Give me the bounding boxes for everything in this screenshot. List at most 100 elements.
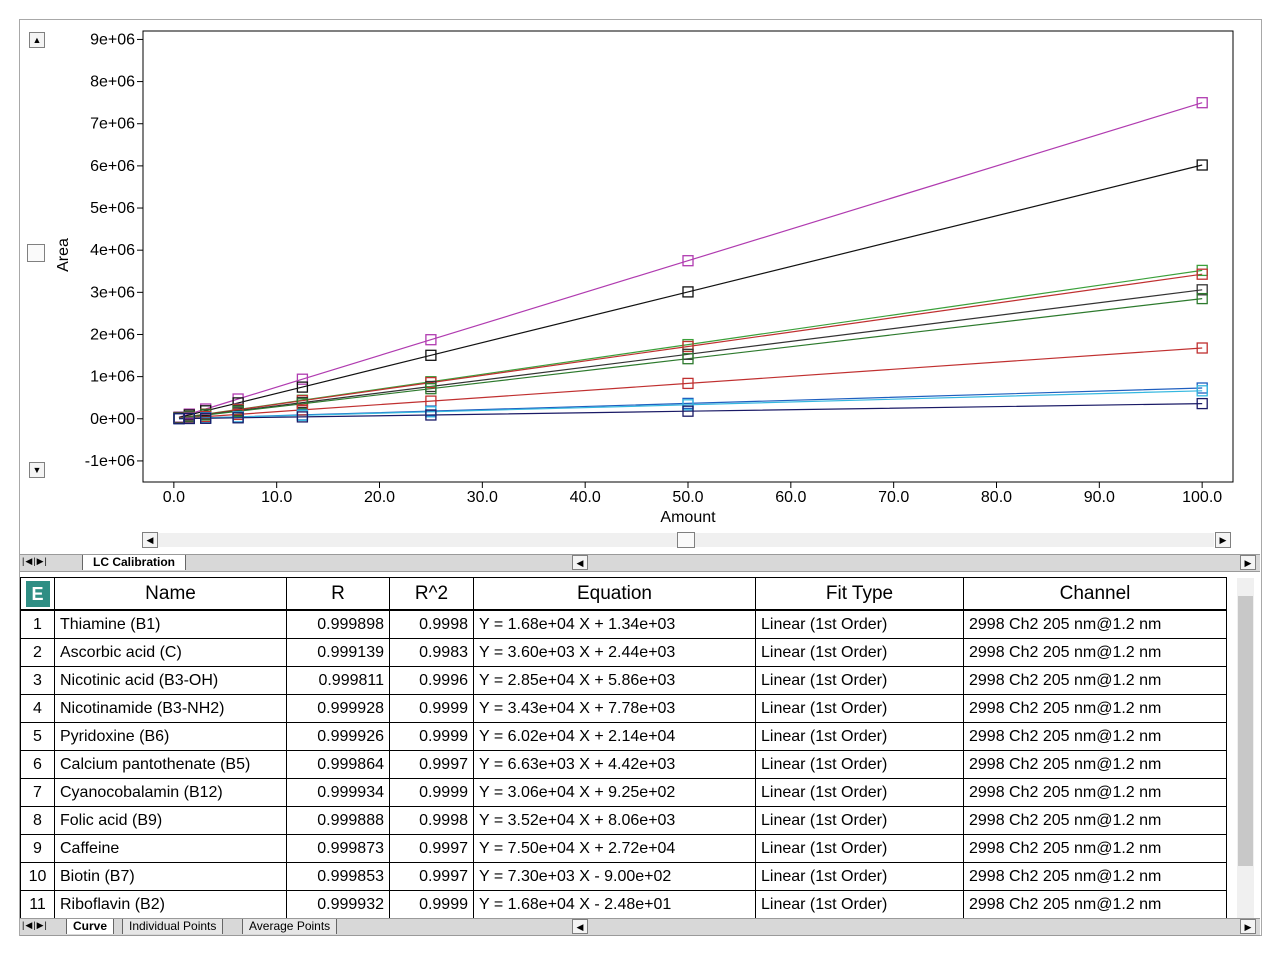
row-equation[interactable]: Y = 6.63e+03 X + 4.42e+03 bbox=[473, 750, 756, 779]
data-point[interactable] bbox=[682, 377, 694, 390]
data-point[interactable] bbox=[682, 405, 694, 417]
row-name[interactable]: Riboflavin (B2) bbox=[54, 890, 287, 919]
data-point[interactable] bbox=[232, 397, 244, 409]
table-row[interactable]: 4 Nicotinamide (B3-NH2) 0.999928 0.9999 Y = … bbox=[20, 694, 1227, 723]
row-r[interactable]: 0.999934 bbox=[286, 778, 390, 807]
tab-nav-arrows[interactable]: |◀|▶| bbox=[22, 556, 48, 566]
row-index[interactable]: 6 bbox=[20, 750, 55, 779]
data-point[interactable] bbox=[1196, 292, 1208, 305]
row-r[interactable]: 0.999864 bbox=[286, 750, 390, 779]
data-point[interactable] bbox=[682, 255, 694, 267]
data-point[interactable] bbox=[232, 412, 244, 424]
row-fit-type[interactable]: Linear (1st Order) bbox=[755, 694, 964, 723]
row-index[interactable]: 9 bbox=[20, 834, 55, 863]
data-point[interactable] bbox=[682, 340, 694, 353]
row-name[interactable]: Calcium pantothenate (B5) bbox=[54, 750, 287, 779]
data-point[interactable] bbox=[425, 334, 437, 346]
chart-horizontal-scroll-thumb[interactable] bbox=[677, 532, 695, 548]
row-r2[interactable]: 0.9997 bbox=[389, 862, 474, 891]
table-row[interactable]: 8 Folic acid (B9) 0.999888 0.9998 Y = 3.52e+… bbox=[20, 806, 1227, 835]
row-channel[interactable]: 2998 Ch2 205 nm@1.2 nm bbox=[963, 778, 1227, 807]
row-channel[interactable]: 2998 Ch2 205 nm@1.2 nm bbox=[963, 694, 1227, 723]
data-point[interactable] bbox=[425, 383, 437, 395]
row-channel[interactable]: 2998 Ch2 205 nm@1.2 nm bbox=[963, 890, 1227, 919]
tabbar-scroll-left-button[interactable]: ◀ bbox=[572, 555, 588, 570]
chart-scroll-down-button[interactable]: ▼ bbox=[29, 462, 45, 478]
data-point[interactable] bbox=[296, 411, 309, 423]
data-point[interactable] bbox=[296, 398, 309, 410]
bottom-scroll-right-button[interactable]: ▶ bbox=[1240, 919, 1256, 934]
chart-scroll-up-button[interactable]: ▲ bbox=[29, 32, 45, 48]
data-point[interactable] bbox=[1196, 97, 1208, 109]
row-name[interactable]: Folic acid (B9) bbox=[54, 806, 287, 835]
row-r[interactable]: 0.999898 bbox=[286, 609, 390, 639]
row-name[interactable]: Nicotinic acid (B3-OH) bbox=[54, 666, 287, 695]
row-channel[interactable]: 2998 Ch2 205 nm@1.2 nm bbox=[963, 806, 1227, 835]
table-scroll-thumb[interactable] bbox=[1238, 596, 1253, 866]
row-name[interactable]: Cyanocobalamin (B12) bbox=[54, 778, 287, 807]
row-index[interactable]: 2 bbox=[20, 638, 55, 667]
column-header-r2[interactable]: R^2 bbox=[389, 577, 474, 611]
row-r2[interactable]: 0.9999 bbox=[389, 722, 474, 751]
row-fit-type[interactable]: Linear (1st Order) bbox=[755, 609, 964, 639]
column-header-equation[interactable]: Equation bbox=[473, 577, 756, 611]
row-index[interactable]: 10 bbox=[20, 862, 55, 891]
row-equation[interactable]: Y = 6.02e+04 X + 2.14e+04 bbox=[473, 722, 756, 751]
row-fit-type[interactable]: Linear (1st Order) bbox=[755, 666, 964, 695]
data-point[interactable] bbox=[296, 373, 309, 385]
data-point[interactable] bbox=[1196, 397, 1208, 410]
table-row[interactable]: 5 Pyridoxine (B6) 0.999926 0.9999 Y = 6.02e+… bbox=[20, 722, 1227, 751]
row-r[interactable]: 0.999139 bbox=[286, 638, 390, 667]
table-row[interactable]: 10 Biotin (B7) 0.999853 0.9997 Y = 7.30e+03 … bbox=[20, 862, 1227, 891]
table-row[interactable]: 3 Nicotinic acid (B3-OH) 0.999811 0.9996 Y =… bbox=[20, 666, 1227, 695]
data-point[interactable] bbox=[1196, 284, 1208, 296]
row-r2[interactable]: 0.9997 bbox=[389, 750, 474, 779]
row-fit-type[interactable]: Linear (1st Order) bbox=[755, 890, 964, 919]
data-point[interactable] bbox=[1196, 268, 1208, 280]
data-point[interactable] bbox=[682, 353, 694, 365]
table-row[interactable]: 1 Thiamine (B1) 0.999898 0.9998 Y = 1.68e+04… bbox=[20, 609, 1227, 639]
chart-scroll-left-button[interactable]: ◀ bbox=[142, 532, 158, 548]
row-fit-type[interactable]: Linear (1st Order) bbox=[755, 862, 964, 891]
row-r2[interactable]: 0.9998 bbox=[389, 609, 474, 639]
row-channel[interactable]: 2998 Ch2 205 nm@1.2 nm bbox=[963, 666, 1227, 695]
row-name[interactable]: Nicotinamide (B3-NH2) bbox=[54, 694, 287, 723]
row-equation[interactable]: Y = 7.30e+03 X - 9.00e+02 bbox=[473, 862, 756, 891]
row-fit-type[interactable]: Linear (1st Order) bbox=[755, 834, 964, 863]
row-equation[interactable]: Y = 3.43e+04 X + 7.78e+03 bbox=[473, 694, 756, 723]
column-header-fit-type[interactable]: Fit Type bbox=[755, 577, 964, 611]
table-row[interactable]: 11 Riboflavin (B2) 0.999932 0.9999 Y = 1.68e… bbox=[20, 890, 1227, 919]
row-equation[interactable]: Y = 7.50e+04 X + 2.72e+04 bbox=[473, 834, 756, 863]
data-point[interactable] bbox=[1196, 342, 1208, 354]
row-r2[interactable]: 0.9999 bbox=[389, 778, 474, 807]
chart-scroll-right-button[interactable]: ▶ bbox=[1215, 532, 1231, 548]
table-row[interactable]: 6 Calcium pantothenate (B5) 0.999864 0.9997… bbox=[20, 750, 1227, 779]
bottom-tab-nav-arrows[interactable]: |◀|▶| bbox=[22, 920, 48, 930]
data-point[interactable] bbox=[425, 409, 437, 421]
row-r[interactable]: 0.999888 bbox=[286, 806, 390, 835]
row-index[interactable]: 4 bbox=[20, 694, 55, 723]
row-r[interactable]: 0.999811 bbox=[286, 666, 390, 695]
tab-curve[interactable]: Curve bbox=[66, 919, 115, 934]
data-point[interactable] bbox=[200, 412, 212, 424]
row-r[interactable]: 0.999928 bbox=[286, 694, 390, 723]
tab-lc-calibration[interactable]: LC Calibration bbox=[82, 555, 187, 570]
row-r[interactable]: 0.999926 bbox=[286, 722, 390, 751]
row-r[interactable]: 0.999932 bbox=[286, 890, 390, 919]
table-vertical-scrollbar[interactable] bbox=[1237, 578, 1254, 918]
row-index[interactable]: 5 bbox=[20, 722, 55, 751]
row-fit-type[interactable]: Linear (1st Order) bbox=[755, 638, 964, 667]
table-row[interactable]: 2 Ascorbic acid (C) 0.999139 0.9983 Y = 3.60… bbox=[20, 638, 1227, 667]
row-r2[interactable]: 0.9996 bbox=[389, 666, 474, 695]
row-fit-type[interactable]: Linear (1st Order) bbox=[755, 750, 964, 779]
row-r2[interactable]: 0.9997 bbox=[389, 834, 474, 863]
row-r2[interactable]: 0.9983 bbox=[389, 638, 474, 667]
tab-individual-points[interactable]: Individual Points bbox=[122, 919, 224, 934]
row-name[interactable]: Pyridoxine (B6) bbox=[54, 722, 287, 751]
table-row[interactable]: 9 Caffeine 0.999873 0.9997 Y = 7.50e+04 X + … bbox=[20, 834, 1227, 863]
data-point[interactable] bbox=[1196, 385, 1208, 397]
row-channel[interactable]: 2998 Ch2 205 nm@1.2 nm bbox=[963, 638, 1227, 667]
row-index[interactable]: 8 bbox=[20, 806, 55, 835]
bottom-scroll-left-button[interactable]: ◀ bbox=[572, 919, 588, 934]
row-fit-type[interactable]: Linear (1st Order) bbox=[755, 722, 964, 751]
